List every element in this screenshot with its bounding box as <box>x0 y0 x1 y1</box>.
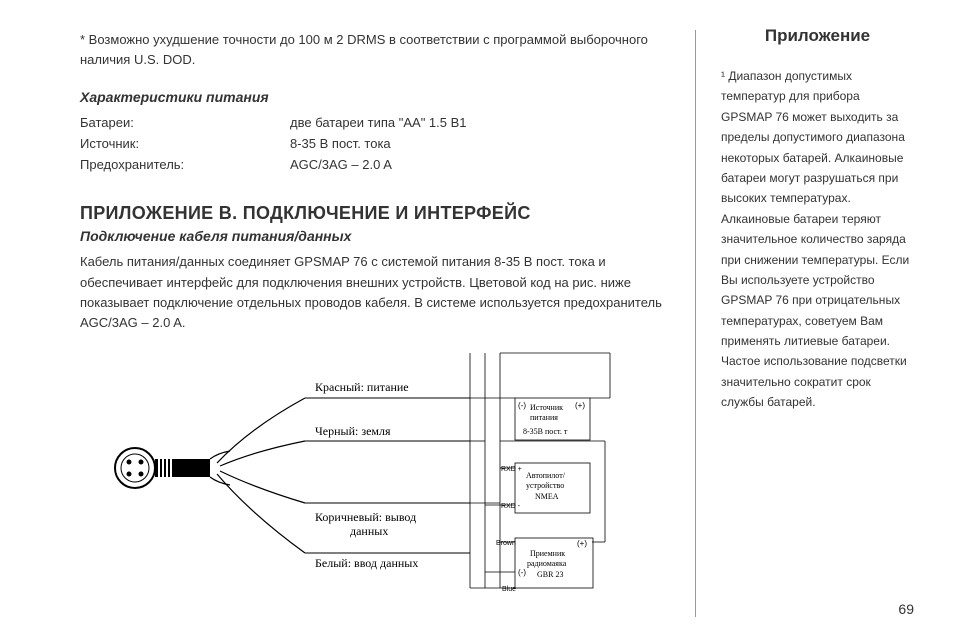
spec-value: AGC/3AG – 2.0 A <box>290 155 665 176</box>
svg-text:(+): (+) <box>577 539 587 548</box>
wire-label: Красный: питание <box>315 380 409 394</box>
wire-label: Черный: земля <box>315 424 391 438</box>
spec-row: Предохранитель: AGC/3AG – 2.0 A <box>80 155 665 176</box>
page-number: 69 <box>898 601 914 617</box>
wire-label: Коричневый: вывод <box>315 510 416 524</box>
svg-text:Приемник: Приемник <box>530 549 565 558</box>
svg-text:данных: данных <box>350 524 388 538</box>
svg-text:Источник: Источник <box>530 403 563 412</box>
svg-text:радиомаяка: радиомаяка <box>527 559 567 568</box>
spec-value: две батареи типа "AA" 1.5 В1 <box>290 113 665 134</box>
spec-label: Предохранитель: <box>80 155 290 176</box>
appendix-subheading: Подключение кабеля питания/данных <box>80 228 665 244</box>
spec-row: Источник: 8-35 В пост. тока <box>80 134 665 155</box>
spec-label: Батареи: <box>80 113 290 134</box>
svg-text:Автопилот/: Автопилот/ <box>526 471 566 480</box>
svg-text:(-): (-) <box>518 401 526 410</box>
appendix-title-bold: ПРИЛОЖЕНИЕ B. <box>80 203 237 223</box>
top-footnote: * Возможно ухудшение точности до 100 м 2… <box>80 30 665 69</box>
svg-text:RXD +: RXD + <box>501 466 522 473</box>
sidebar-title: Приложение <box>721 26 914 46</box>
svg-text:Brown: Brown <box>496 540 516 547</box>
sidebar-footnote: ¹ Диапазон допустимых температур для при… <box>721 66 914 413</box>
svg-text:Blue: Blue <box>502 586 516 593</box>
svg-text:питания: питания <box>530 413 558 422</box>
appendix-title: ПРИЛОЖЕНИЕ B. ПОДКЛЮЧЕНИЕ И ИНТЕРФЕЙС <box>80 203 665 224</box>
spec-label: Источник: <box>80 134 290 155</box>
spec-row: Батареи: две батареи типа "AA" 1.5 В1 <box>80 113 665 134</box>
appendix-para: Кабель питания/данных соединяет GPSMAP 7… <box>80 252 665 333</box>
wire-label: Белый: ввод данных <box>315 556 418 570</box>
spec-value: 8-35 В пост. тока <box>290 134 665 155</box>
svg-text:(-): (-) <box>518 568 526 577</box>
svg-text:NMEA: NMEA <box>535 492 559 501</box>
svg-text:GBR 23: GBR 23 <box>537 570 563 579</box>
svg-text:устройство: устройство <box>526 481 564 490</box>
power-specs-heading: Характеристики питания <box>80 89 665 105</box>
wiring-diagram: Красный: питание Черный: земля Коричневы… <box>105 343 665 608</box>
appendix-title-rest: ПОДКЛЮЧЕНИЕ И ИНТЕРФЕЙС <box>237 203 530 223</box>
svg-text:8-35В пост. т: 8-35В пост. т <box>523 427 568 436</box>
svg-text:RXD -: RXD - <box>501 503 521 510</box>
svg-text:(+): (+) <box>575 401 585 410</box>
